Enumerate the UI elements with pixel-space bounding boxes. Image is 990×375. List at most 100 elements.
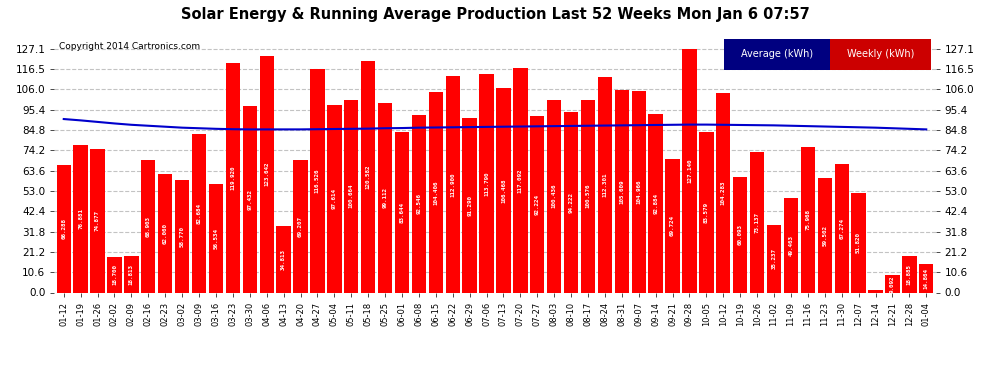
Text: 92.224: 92.224	[535, 194, 540, 214]
Text: 127.140: 127.140	[687, 158, 692, 183]
Text: 66.288: 66.288	[61, 219, 66, 240]
Bar	[345, 99, 358, 292]
Bar	[479, 74, 494, 292]
Text: 113.790: 113.790	[484, 171, 489, 196]
Text: 18.813: 18.813	[129, 264, 134, 285]
Bar	[547, 100, 561, 292]
Text: 74.877: 74.877	[95, 210, 100, 231]
Text: 112.900: 112.900	[450, 172, 455, 196]
Bar	[90, 149, 105, 292]
Bar	[446, 76, 460, 292]
Bar	[835, 164, 848, 292]
Text: 82.684: 82.684	[197, 203, 202, 224]
Bar	[699, 132, 714, 292]
Text: 119.920: 119.920	[231, 165, 236, 190]
Text: 18.885: 18.885	[907, 264, 912, 285]
Bar	[632, 92, 645, 292]
Text: 60.093: 60.093	[738, 224, 742, 245]
Bar	[158, 174, 172, 292]
Bar	[378, 102, 392, 292]
Text: 59.502: 59.502	[823, 225, 828, 246]
FancyBboxPatch shape	[724, 39, 830, 70]
Text: 104.283: 104.283	[721, 180, 726, 205]
Text: 62.060: 62.060	[162, 222, 167, 243]
Bar	[56, 165, 71, 292]
Bar	[919, 264, 934, 292]
Text: 117.092: 117.092	[518, 168, 523, 192]
Bar	[648, 114, 663, 292]
Text: Average (kWh): Average (kWh)	[741, 50, 813, 60]
Text: 100.664: 100.664	[348, 184, 353, 208]
Bar	[716, 93, 731, 292]
Text: 83.644: 83.644	[400, 202, 405, 223]
Bar	[462, 117, 477, 292]
Bar	[175, 180, 189, 292]
Text: 49.463: 49.463	[788, 235, 793, 256]
Bar	[142, 160, 155, 292]
Bar	[564, 112, 578, 292]
Text: 69.724: 69.724	[670, 215, 675, 236]
Bar	[581, 100, 595, 292]
Bar	[327, 105, 342, 292]
Text: 100.576: 100.576	[585, 184, 590, 209]
Text: 97.614: 97.614	[332, 189, 337, 210]
Bar	[243, 106, 257, 292]
Bar	[902, 256, 917, 292]
Bar	[733, 177, 747, 292]
Text: 58.770: 58.770	[179, 226, 184, 247]
Bar	[767, 225, 781, 292]
Text: 56.534: 56.534	[214, 228, 219, 249]
Bar	[868, 291, 883, 292]
Bar	[276, 226, 291, 292]
Bar	[682, 49, 697, 292]
Bar	[750, 152, 764, 292]
Bar	[885, 275, 900, 292]
Text: 73.137: 73.137	[754, 212, 759, 233]
Text: 106.468: 106.468	[501, 178, 506, 203]
Text: 112.301: 112.301	[603, 172, 608, 197]
Text: 76.881: 76.881	[78, 209, 83, 230]
Text: 94.222: 94.222	[568, 192, 573, 213]
Text: 123.642: 123.642	[264, 162, 269, 186]
Bar	[259, 56, 274, 292]
Text: 83.579: 83.579	[704, 202, 709, 223]
Text: 35.237: 35.237	[771, 248, 776, 269]
Bar	[293, 160, 308, 292]
Bar	[124, 256, 139, 292]
Text: 92.884: 92.884	[653, 193, 658, 214]
Text: 104.406: 104.406	[434, 180, 439, 205]
Text: 91.290: 91.290	[467, 195, 472, 216]
Text: 34.813: 34.813	[281, 249, 286, 270]
Bar	[598, 77, 612, 292]
Text: 18.700: 18.700	[112, 264, 117, 285]
Bar	[851, 193, 866, 292]
Text: Solar Energy & Running Average Production Last 52 Weeks Mon Jan 6 07:57: Solar Energy & Running Average Productio…	[180, 8, 810, 22]
Bar	[615, 90, 629, 292]
Text: 97.432: 97.432	[248, 189, 252, 210]
Text: 14.864: 14.864	[924, 268, 929, 289]
Text: Weekly (kWh): Weekly (kWh)	[846, 50, 914, 60]
Bar	[818, 178, 832, 292]
Bar	[665, 159, 680, 292]
Bar	[801, 147, 815, 292]
Bar	[513, 68, 528, 292]
Text: 120.582: 120.582	[365, 165, 370, 189]
Text: 99.112: 99.112	[382, 187, 387, 208]
Text: 105.609: 105.609	[620, 179, 625, 204]
Text: 104.966: 104.966	[637, 180, 642, 204]
Bar	[429, 92, 443, 292]
FancyBboxPatch shape	[830, 39, 932, 70]
Text: 51.820: 51.820	[856, 232, 861, 254]
Text: 69.207: 69.207	[298, 216, 303, 237]
Bar	[395, 132, 409, 292]
Bar	[496, 88, 511, 292]
Bar	[530, 116, 544, 292]
Bar	[784, 198, 798, 292]
Text: 67.274: 67.274	[840, 217, 844, 238]
Text: 75.968: 75.968	[806, 209, 811, 230]
Bar	[209, 184, 223, 292]
Bar	[412, 115, 426, 292]
Text: 68.903: 68.903	[146, 216, 150, 237]
Bar	[192, 134, 206, 292]
Bar	[107, 256, 122, 292]
